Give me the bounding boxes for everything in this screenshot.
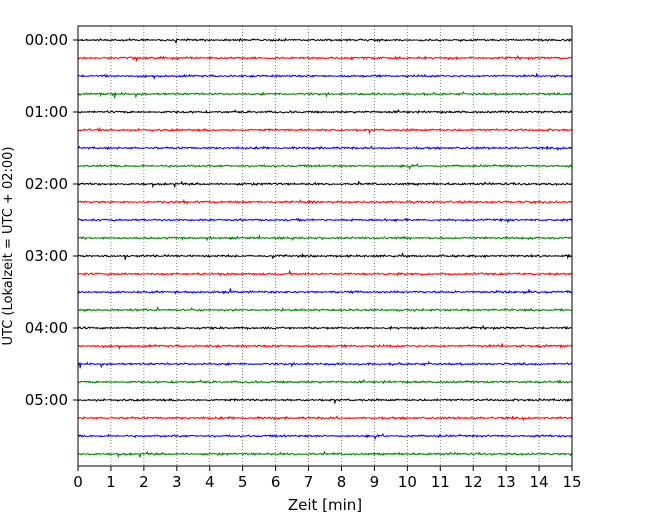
x-tick-label-6: 6 [271, 473, 281, 491]
x-tick-label-0: 0 [73, 473, 83, 491]
trace-05:15 [77, 415, 573, 422]
trace-02:30 [77, 217, 573, 224]
x-tick-label-7: 7 [304, 473, 314, 491]
trace-00:15 [77, 54, 573, 62]
trace-02:15 [77, 198, 573, 205]
x-tick-label-8: 8 [337, 473, 347, 491]
trace-04:30 [77, 360, 573, 369]
trace-01:45 [77, 162, 573, 171]
y-tick-label-01:00: 01:00 [25, 103, 68, 121]
x-tick-label-15: 15 [562, 473, 581, 491]
y-axis-title: UTC (Lokalzeit = UTC + 02:00) [1, 147, 16, 346]
x-tick-label-2: 2 [139, 473, 149, 491]
trace-00:45 [77, 90, 573, 99]
y-tick-label-05:00: 05:00 [25, 391, 68, 409]
x-tick-label-9: 9 [370, 473, 380, 491]
y-tick-label-00:00: 00:00 [25, 31, 68, 49]
trace-01:00 [77, 108, 573, 115]
trace-03:15 [77, 270, 573, 277]
y-tick-label-03:00: 03:00 [25, 247, 68, 265]
trace-03:30 [77, 288, 573, 295]
y-axis-ticks: 00:00 01:00 02:00 03:00 04:00 05:00 [25, 31, 78, 409]
x-tick-label-4: 4 [205, 473, 215, 491]
x-tick-label-12: 12 [464, 473, 483, 491]
x-tick-label-10: 10 [398, 473, 417, 491]
y-tick-label-02:00: 02:00 [25, 175, 68, 193]
trace-02:00 [77, 180, 573, 189]
x-tick-label-11: 11 [431, 473, 450, 491]
trace-03:45 [77, 306, 573, 313]
trace-05:45 [77, 450, 573, 459]
x-tick-label-3: 3 [172, 473, 182, 491]
trace-03:00 [77, 251, 573, 260]
trace-02:45 [77, 233, 573, 242]
x-axis-ticks: 0 1 2 3 4 5 6 7 8 9 10 11 12 13 14 15 [73, 466, 582, 491]
x-tick-label-14: 14 [530, 473, 549, 491]
trace-01:30 [77, 145, 573, 152]
y-tick-label-04:00: 04:00 [25, 319, 68, 337]
trace-04:15 [77, 343, 573, 351]
trace-00:30 [77, 73, 573, 81]
plot-frame [77, 25, 573, 467]
x-tick-label-5: 5 [238, 473, 248, 491]
trace-04:45 [77, 378, 573, 385]
x-tick-label-13: 13 [497, 473, 516, 491]
x-axis-title: Zeit [min] [288, 496, 362, 514]
trace-05:00 [77, 397, 573, 405]
plot-background [78, 26, 572, 466]
trace-01:15 [77, 126, 573, 135]
trace-00:00 [77, 37, 573, 44]
trace-04:00 [77, 324, 573, 331]
trace-lines [77, 37, 573, 459]
x-tick-label-1: 1 [106, 473, 116, 491]
grid-lines [110, 26, 540, 466]
trace-05:30 [77, 432, 573, 441]
